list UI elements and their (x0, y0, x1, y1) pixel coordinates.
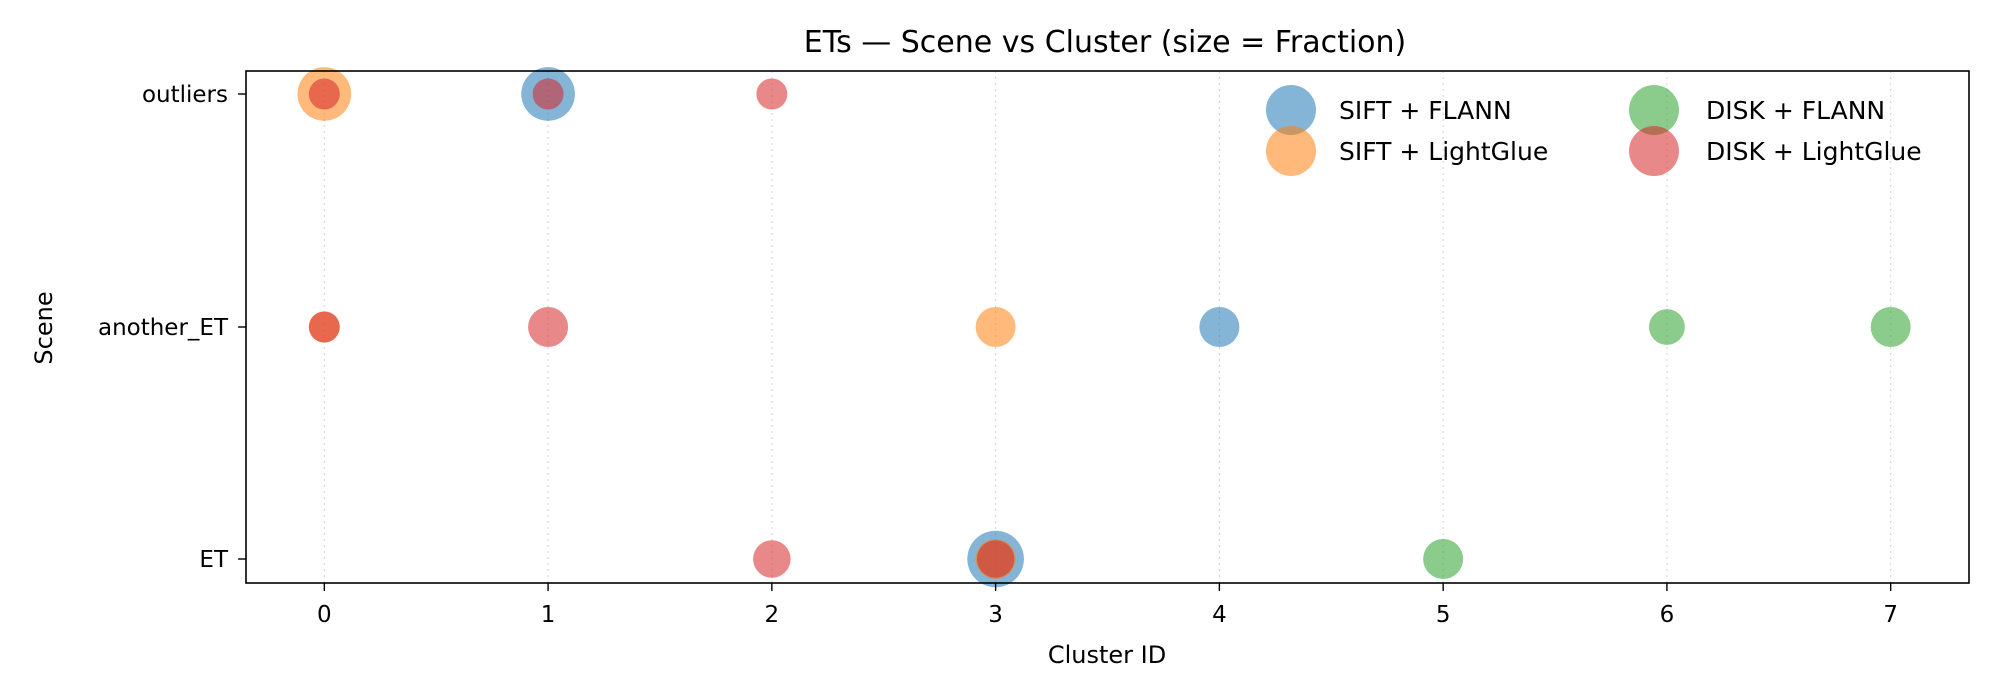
legend-marker (1629, 85, 1679, 135)
legend-label: DISK + LightGlue (1706, 137, 1922, 166)
data-point-series-0 (1199, 307, 1240, 347)
x-axis-label: Cluster ID (1048, 641, 1166, 669)
data-point-series-3 (528, 307, 569, 347)
data-point-series-3 (753, 540, 791, 578)
x-axis: 0 1 2 3 4 5 6 7 (317, 583, 1898, 628)
x-tick-label: 3 (988, 602, 1003, 628)
x-tick-label: 6 (1660, 602, 1675, 628)
chart-title: ETs — Scene vs Cluster (size = Fraction) (804, 25, 1407, 60)
legend-label: DISK + FLANN (1706, 96, 1885, 125)
data-point-series-2 (1423, 539, 1464, 579)
legend-marker (1629, 126, 1679, 176)
y-axis-label: Scene (30, 291, 58, 364)
x-tick-label: 7 (1883, 602, 1898, 628)
legend-marker (1266, 126, 1316, 176)
y-tick-label: ET (199, 547, 229, 573)
data-point-series-3 (976, 540, 1015, 578)
x-tick-label: 2 (765, 602, 780, 628)
data-point-series-3 (532, 78, 564, 110)
data-point-series-2 (1870, 307, 1911, 347)
legend-label: SIFT + LightGlue (1339, 137, 1548, 166)
data-point-series-3 (308, 311, 340, 343)
data-point-series-2 (1649, 309, 1685, 345)
x-tick-label: 0 (317, 602, 332, 628)
legend-label: SIFT + FLANN (1339, 96, 1512, 125)
legend: SIFT + FLANN SIFT + LightGlue DISK + FLANN… (1266, 85, 1922, 176)
data-points (297, 67, 1911, 588)
x-tick-label: 1 (541, 602, 556, 628)
data-point-series-1 (975, 307, 1016, 347)
y-tick-label: another_ET (98, 315, 229, 341)
x-tick-label: 5 (1436, 602, 1451, 628)
data-point-series-3 (756, 78, 788, 110)
y-tick-label: outliers (142, 82, 228, 108)
data-point-series-3 (308, 78, 340, 110)
y-axis: ET another_ET outliers (98, 82, 246, 573)
x-tick-label: 4 (1212, 602, 1227, 628)
legend-marker (1266, 85, 1316, 135)
